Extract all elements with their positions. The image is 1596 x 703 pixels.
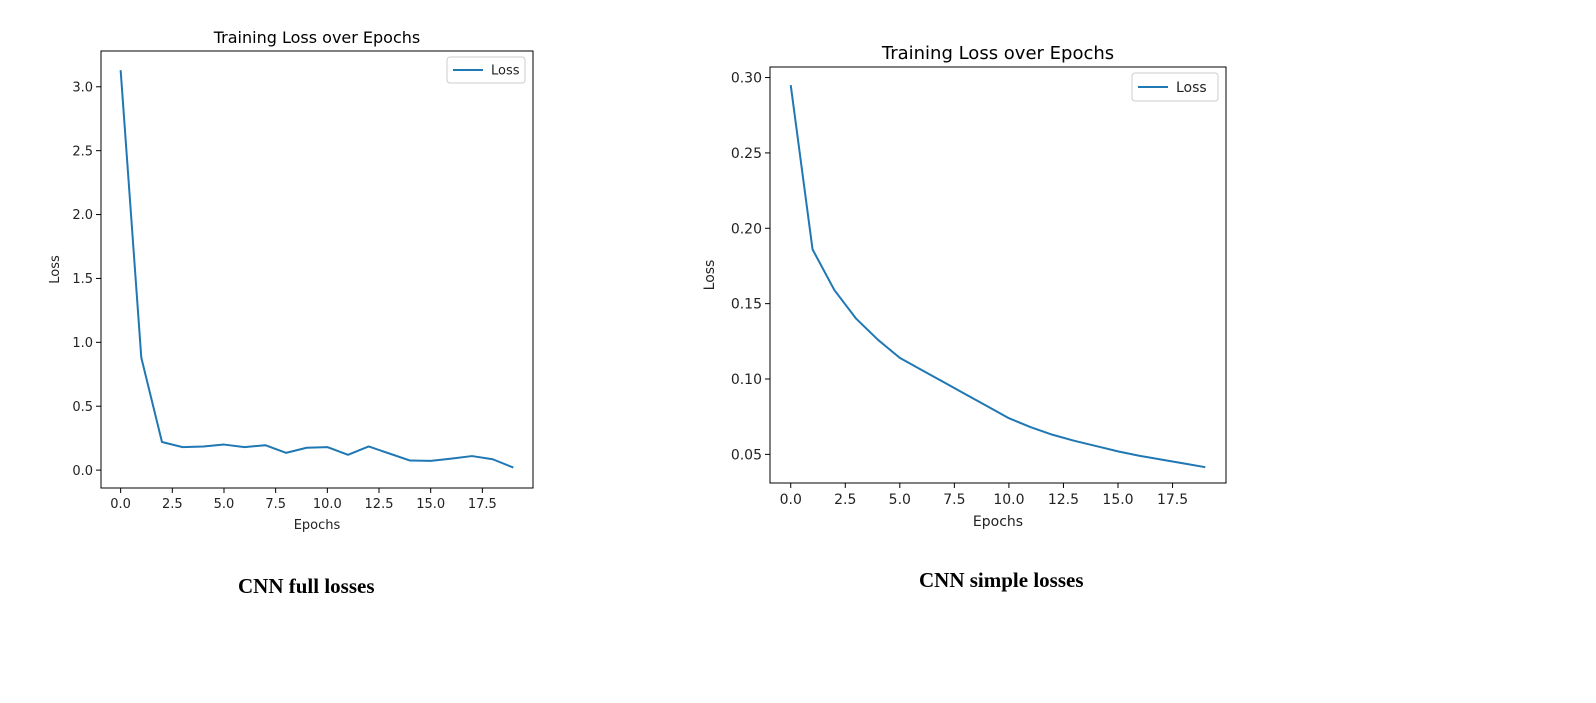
x-axis-label: Epochs — [294, 518, 341, 533]
legend-box — [1131, 72, 1219, 102]
y-tick-label: 0.25 — [731, 146, 762, 162]
x-tick-label: 7.5 — [265, 497, 286, 512]
x-tick-label: 17.5 — [1157, 492, 1188, 508]
loss-series-line — [119, 70, 514, 469]
y-tick-label: 0.5 — [72, 400, 93, 415]
axes-frame — [769, 66, 1227, 484]
x-tick-label: 0.0 — [110, 497, 131, 512]
x-tick-label: 2.5 — [162, 497, 183, 512]
y-tick-label: 1.0 — [72, 336, 93, 351]
x-tick-label: 5.0 — [214, 497, 235, 512]
y-tick-label: 0.15 — [731, 297, 762, 313]
x-tick-label: 10.0 — [993, 492, 1024, 508]
chart-caption-simple: CNN simple losses — [919, 568, 1084, 592]
legend-box — [446, 56, 526, 84]
x-tick-label: 15.0 — [1102, 492, 1133, 508]
y-tick-label: 2.5 — [72, 144, 93, 159]
x-tick-label: 2.5 — [834, 492, 856, 508]
y-tick-label: 0.10 — [731, 372, 762, 388]
chart-title: Training Loss over Epochs — [213, 28, 421, 47]
x-tick-label: 12.5 — [1048, 492, 1079, 508]
y-axis-label: Loss — [702, 260, 718, 291]
chart-caption-full: CNN full losses — [238, 574, 375, 598]
chart-panel-simple: Training Loss over Epochs 0.0 2.5 5.0 7.5 10.… — [640, 0, 1596, 703]
chart-title: Training Loss over Epochs — [881, 43, 1114, 64]
x-tick-label: 17.5 — [468, 497, 497, 512]
y-tick-label: 0.20 — [731, 221, 762, 237]
legend-label: Loss — [1176, 80, 1207, 96]
loss-series-line — [789, 84, 1206, 469]
legend-label: Loss — [491, 64, 520, 79]
x-tick-label: 0.0 — [780, 492, 802, 508]
x-axis-label: Epochs — [973, 514, 1023, 530]
y-axis-label: Loss — [48, 255, 63, 284]
y-tick-label: 0.30 — [731, 71, 762, 87]
y-tick-label: 3.0 — [72, 80, 93, 95]
y-tick-label: 2.0 — [72, 208, 93, 223]
chart-panel-full: Training Loss over Epochs 0.0 2.5 5.0 7.5 10.… — [0, 0, 640, 703]
x-tick-label: 12.5 — [365, 497, 394, 512]
axes-frame — [100, 50, 534, 489]
y-tick-label: 0.05 — [731, 447, 762, 463]
loss-chart-full: Training Loss over Epochs 0.0 2.5 5.0 7.5 10.… — [48, 28, 534, 533]
y-tick-label: 1.5 — [72, 272, 93, 287]
y-tick-label: 0.0 — [72, 464, 93, 479]
x-tick-label: 10.0 — [313, 497, 342, 512]
loss-chart-simple: Training Loss over Epochs 0.0 2.5 5.0 7.5 10.… — [702, 43, 1227, 530]
x-tick-label: 5.0 — [889, 492, 911, 508]
x-tick-label: 7.5 — [943, 492, 965, 508]
x-tick-label: 15.0 — [416, 497, 445, 512]
